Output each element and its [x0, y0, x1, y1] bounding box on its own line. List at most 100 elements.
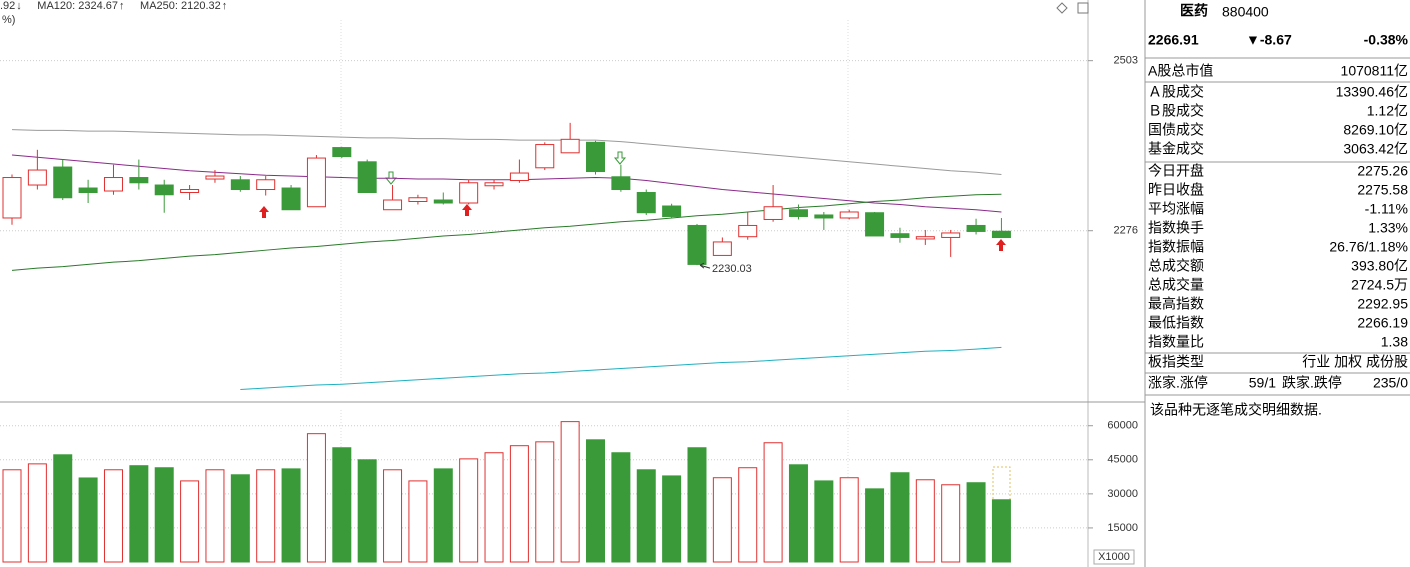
row-label: Ａ股成交: [1148, 84, 1204, 100]
candle-body: [281, 187, 301, 211]
candle-body: [154, 184, 174, 196]
row-value: 2275.58: [1357, 182, 1408, 198]
ma-line: [11, 129, 1002, 176]
legend-label: MA120: 2324.67: [37, 0, 118, 12]
candle-body: [459, 182, 479, 204]
volume-bar: [865, 488, 885, 563]
volume-bar: [535, 441, 555, 563]
candle-body: [306, 157, 326, 208]
volume-bar: [332, 447, 352, 563]
legend-sub: %): [2, 14, 15, 26]
volume-bar: [103, 469, 123, 563]
volume-bar: [662, 475, 682, 563]
candle-body: [2, 177, 22, 219]
row-label: 基金成交: [1148, 141, 1204, 157]
price: 2266.91: [1148, 32, 1199, 48]
row-value: 26.76/1.18%: [1329, 239, 1408, 255]
candle-body: [763, 206, 783, 220]
candle-body: [484, 182, 504, 187]
volume-bar: [687, 447, 707, 563]
volume-bar: [814, 480, 834, 563]
candle-body: [230, 179, 250, 191]
y-tick-label: 15000: [1107, 522, 1138, 534]
row-label: 指数振幅: [1148, 239, 1204, 255]
panel-name: 医药: [1180, 3, 1208, 19]
volume-bar: [763, 442, 783, 563]
candle-body: [205, 175, 225, 180]
up-arrow: [462, 204, 472, 216]
y-tick-label: 60000: [1107, 420, 1138, 432]
candle-body: [433, 199, 453, 204]
candle-body: [915, 236, 935, 240]
up-arrow: [259, 206, 269, 218]
row-label: 今日开盘: [1148, 163, 1204, 179]
candle-body: [839, 211, 859, 219]
candle-body: [890, 233, 910, 238]
row-label: 跌家.跌停: [1282, 375, 1342, 391]
volume-bar: [408, 480, 428, 563]
volume-bar: [256, 469, 276, 563]
volume-bar: [2, 469, 22, 563]
row-label: Ｂ股成交: [1148, 103, 1204, 119]
candle-body: [712, 241, 732, 256]
row-value: 13390.46亿: [1336, 84, 1408, 100]
candle-body: [966, 224, 986, 232]
unit-label: X1000: [1098, 551, 1130, 563]
candle-body: [687, 224, 707, 265]
volume-bar: [890, 472, 910, 563]
diamond-icon[interactable]: [1056, 2, 1068, 14]
volume-bar: [712, 477, 732, 563]
row-label: 最低指数: [1148, 315, 1204, 331]
window-icon[interactable]: [1077, 2, 1089, 14]
volume-bar: [991, 499, 1011, 563]
volume-bar: [915, 479, 935, 563]
candle-body: [991, 230, 1011, 239]
row-label: 平均涨幅: [1148, 201, 1204, 217]
row-value: 3063.42亿: [1343, 141, 1408, 157]
candle-body: [788, 209, 808, 217]
info-panel: 医药 880400 2266.91 ▼-8.67 -0.38% A股总市值 1070811亿…: [1145, 3, 1410, 418]
volume-bar: [484, 452, 504, 563]
candle-body: [636, 192, 656, 214]
volume-bar: [459, 458, 479, 563]
row-value: 1070811亿: [1341, 63, 1408, 79]
legend-arrow: ↑: [119, 0, 125, 12]
volume-bar: [205, 469, 225, 563]
row-value: 235/0: [1373, 375, 1408, 391]
candle-body: [865, 212, 885, 237]
volume-bar: [433, 468, 453, 563]
row-label: 板指类型: [1148, 354, 1204, 370]
candle-body: [814, 214, 834, 219]
annotation: 2230.03: [712, 263, 752, 275]
volume-bar: [27, 463, 47, 563]
candle-body: [256, 179, 276, 191]
volume-bar: [941, 484, 961, 563]
candle-body: [509, 172, 529, 182]
volume-bar: [357, 459, 377, 563]
candle-body: [103, 177, 123, 192]
volume-bar: [586, 439, 606, 563]
row-value: 8269.10亿: [1343, 122, 1408, 138]
candle-body: [535, 144, 555, 169]
candle-body: [738, 224, 758, 238]
volume-bar: [839, 477, 859, 563]
candle-body: [53, 166, 73, 199]
candle-body: [408, 197, 428, 202]
candle-body: [180, 189, 200, 194]
legend-label: .92: [0, 0, 15, 12]
ma-line: [11, 154, 1002, 213]
volume-bar: [383, 469, 403, 563]
candle-body: [78, 187, 98, 194]
ma-line: [240, 346, 1002, 391]
price-change: ▼-8.67: [1246, 32, 1292, 48]
volume-bar: [560, 421, 580, 563]
row-value: 行业 加权 成份股: [1302, 354, 1408, 370]
y-tick-label: 2503: [1114, 55, 1138, 67]
candle-body: [357, 161, 377, 194]
candle-body: [586, 141, 606, 173]
y-tick-label: 2276: [1114, 225, 1138, 237]
volume-bar: [154, 467, 174, 563]
volume-bar: [281, 468, 301, 563]
panel-note: 该品种无逐笔成交明细数据.: [1150, 402, 1322, 418]
row-value: 2724.5万: [1351, 277, 1408, 293]
